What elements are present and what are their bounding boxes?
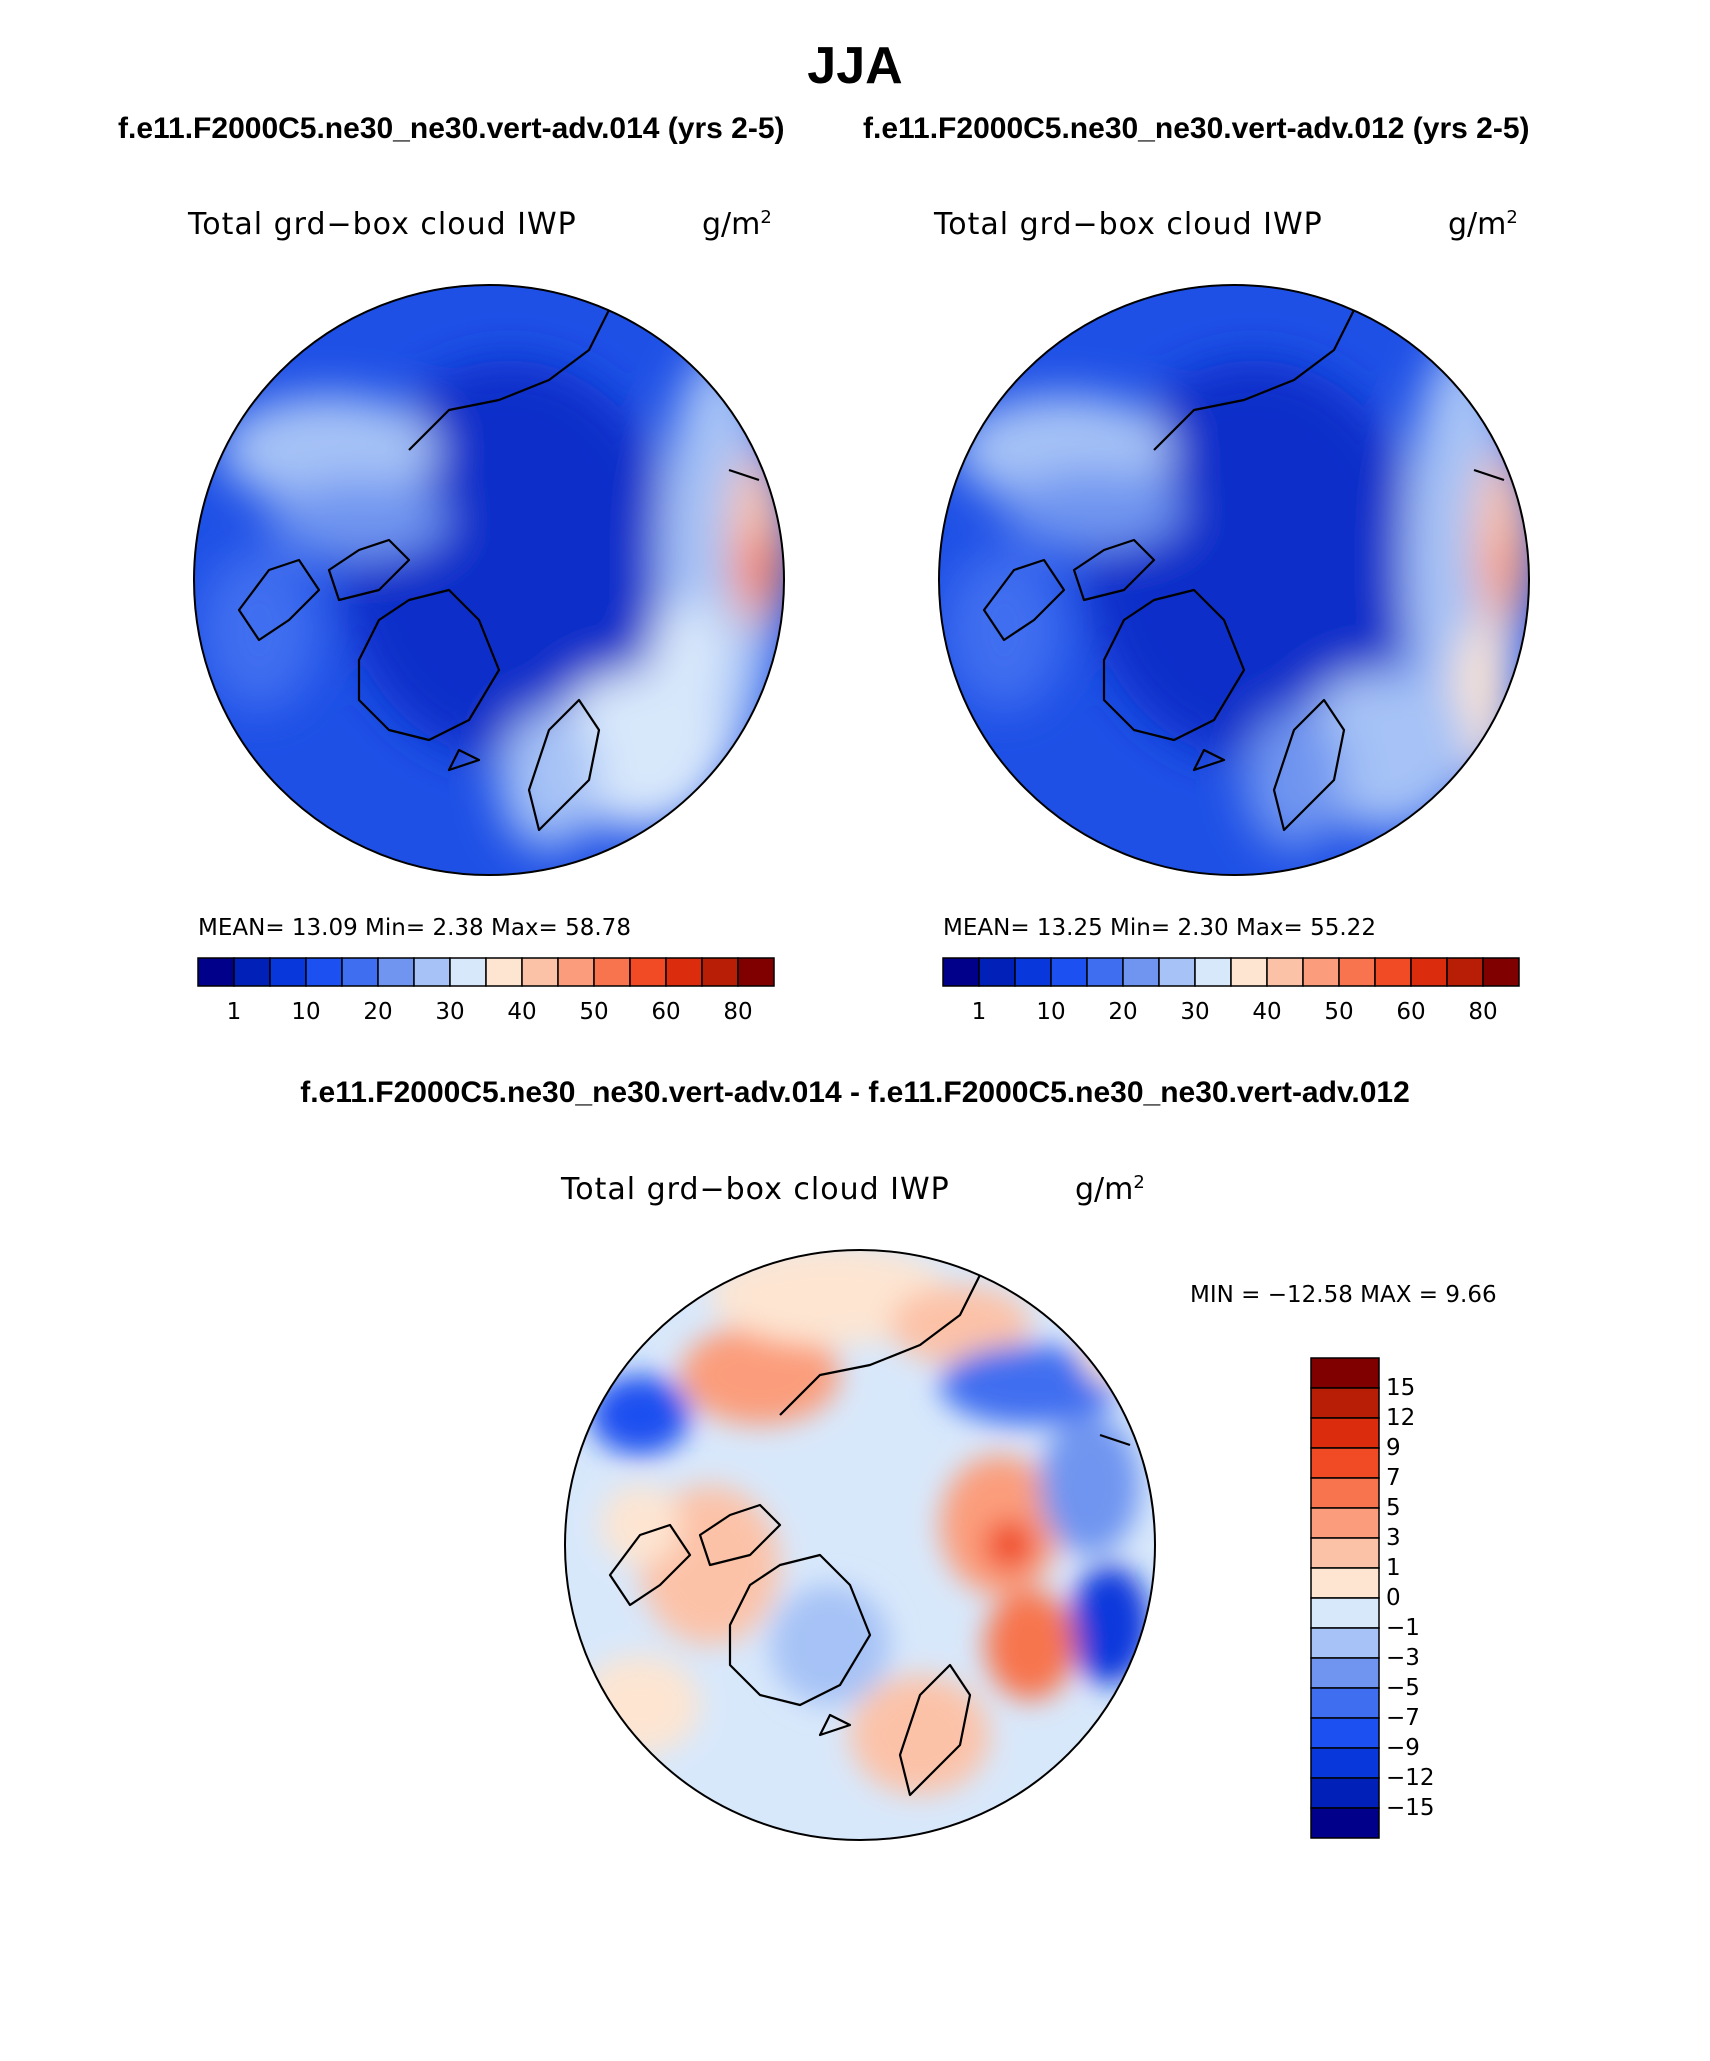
panel2-colorbar-tick-label: 80 [1468,999,1498,1025]
diff-colorbar-tick-label: 3 [1386,1525,1401,1551]
difference-title: f.e11.F2000C5.ne30_ne30.vert-adv.014 - f… [300,1076,1410,1109]
diff-colorbar-box [1310,1507,1380,1539]
panel2-colorbar-box [1374,957,1412,987]
panel1-colorbar [197,957,775,987]
panel1-colorbar-box [269,957,307,987]
panel2-colorbar-box [1194,957,1232,987]
panel2-colorbar-box [1446,957,1484,987]
diff-colorbar-box [1310,1627,1380,1659]
diff-colorbar-box [1310,1747,1380,1779]
panel2-colorbar-box [1050,957,1088,987]
figure-title: JJA [807,37,903,95]
panel1-colorbar-box [701,957,739,987]
diff-units-label: g/m2 [1075,1172,1145,1207]
panel1-colorbar-tick-label: 20 [363,999,393,1025]
panel2-colorbar [942,957,1520,987]
panel2-colorbar-box [1482,957,1520,987]
panel1-colorbar-box [557,957,595,987]
diff-colorbar-box [1310,1597,1380,1629]
panel2-colorbar-tick-label: 30 [1180,999,1210,1025]
panel2-units-label: g/m2 [1448,207,1518,242]
panel1-colorbar-box [521,957,559,987]
panel1-colorbar-box [413,957,451,987]
panel1-colorbar-tick-label: 80 [723,999,753,1025]
panel2-colorbar-box [1086,957,1124,987]
diff-colorbar-tick-label: 0 [1386,1585,1401,1611]
panel2-stats: MEAN= 13.25 Min= 2.30 Max= 55.22 [943,915,1376,941]
panel2-colorbar-tick-label: 50 [1324,999,1354,1025]
panel1-units-label: g/m2 [702,207,772,242]
diff-colorbar-tick-label: 7 [1386,1465,1401,1491]
panel2-colorbar-box [978,957,1016,987]
panel2-polar-map [938,284,1530,876]
diff-colorbar-box [1310,1777,1380,1809]
panel1-variable-label: Total grd−box cloud IWP [188,207,577,242]
panel2-colorbar-tick-label: 40 [1252,999,1282,1025]
diff-colorbar-tick-label: 9 [1386,1435,1401,1461]
panel2-colorbar-box [1158,957,1196,987]
panel2-colorbar-box [1338,957,1376,987]
diff-colorbar-box [1310,1567,1380,1599]
diff-colorbar-box [1310,1417,1380,1449]
diff-colorbar-box [1310,1387,1380,1419]
diff-colorbar-tick-label: 1 [1386,1555,1401,1581]
panel1-colorbar-box [449,957,487,987]
diff-colorbar-tick-label: −5 [1386,1675,1420,1701]
panel1-colorbar-box [341,957,379,987]
panel2-colorbar-box [942,957,980,987]
panel2-variable-label: Total grd−box cloud IWP [934,207,1323,242]
diff-colorbar-tick-label: 12 [1386,1405,1416,1431]
diff-colorbar-box [1310,1447,1380,1479]
panel2-colorbar-box [1410,957,1448,987]
diff-minmax: MIN = −12.58 MAX = 9.66 [1190,1282,1497,1308]
diff-colorbar-box [1310,1357,1380,1389]
diff-colorbar-tick-label: 15 [1386,1375,1416,1401]
panel1-colorbar-box [737,957,775,987]
diff-colorbar-box [1310,1687,1380,1719]
panel1-colorbar-tick-label: 40 [507,999,537,1025]
panel1-colorbar-box [593,957,631,987]
diff-colorbar-tick-label: −1 [1386,1615,1420,1641]
panel2-colorbar-box [1230,957,1268,987]
diff-colorbar-tick-label: −12 [1386,1765,1435,1791]
difference-polar-map [564,1249,1156,1841]
diff-colorbar-box [1310,1537,1380,1569]
panel2-case-title: f.e11.F2000C5.ne30_ne30.vert-adv.012 (yr… [863,112,1530,145]
diff-colorbar-tick-label: −3 [1386,1645,1420,1671]
panel2-colorbar-tick-label: 20 [1108,999,1138,1025]
diff-colorbar-tick-label: −9 [1386,1735,1420,1761]
panel1-colorbar-tick-label: 1 [226,999,242,1025]
panel1-stats: MEAN= 13.09 Min= 2.38 Max= 58.78 [198,915,631,941]
panel1-colorbar-box [305,957,343,987]
panel1-colorbar-box [665,957,703,987]
panel1-colorbar-box [485,957,523,987]
panel2-colorbar-tick-label: 10 [1036,999,1066,1025]
panel1-colorbar-box [629,957,667,987]
diff-colorbar-box [1310,1477,1380,1509]
panel1-polar-map [193,284,785,876]
diff-colorbar-box [1310,1657,1380,1689]
panel2-colorbar-tick-label: 60 [1396,999,1426,1025]
panel2-colorbar-box [1302,957,1340,987]
diff-colorbar-tick-label: −7 [1386,1705,1420,1731]
panel1-colorbar-box [377,957,415,987]
panel2-colorbar-box [1014,957,1052,987]
panel1-case-title: f.e11.F2000C5.ne30_ne30.vert-adv.014 (yr… [118,112,785,145]
panel1-colorbar-tick-label: 30 [435,999,465,1025]
diff-colorbar-tick-label: 5 [1386,1495,1401,1521]
panel1-colorbar-tick-label: 50 [579,999,609,1025]
diff-colorbar-box [1310,1717,1380,1749]
difference-colorbar [1310,1357,1380,1839]
diff-colorbar-tick-label: −15 [1386,1795,1435,1821]
panel2-colorbar-box [1266,957,1304,987]
diff-variable-label: Total grd−box cloud IWP [561,1172,950,1207]
panel2-colorbar-box [1122,957,1160,987]
panel2-colorbar-tick-label: 1 [971,999,987,1025]
panel1-colorbar-tick-label: 10 [291,999,321,1025]
panel1-colorbar-box [197,957,235,987]
panel1-colorbar-tick-label: 60 [651,999,681,1025]
panel1-colorbar-box [233,957,271,987]
diff-colorbar-box [1310,1807,1380,1839]
